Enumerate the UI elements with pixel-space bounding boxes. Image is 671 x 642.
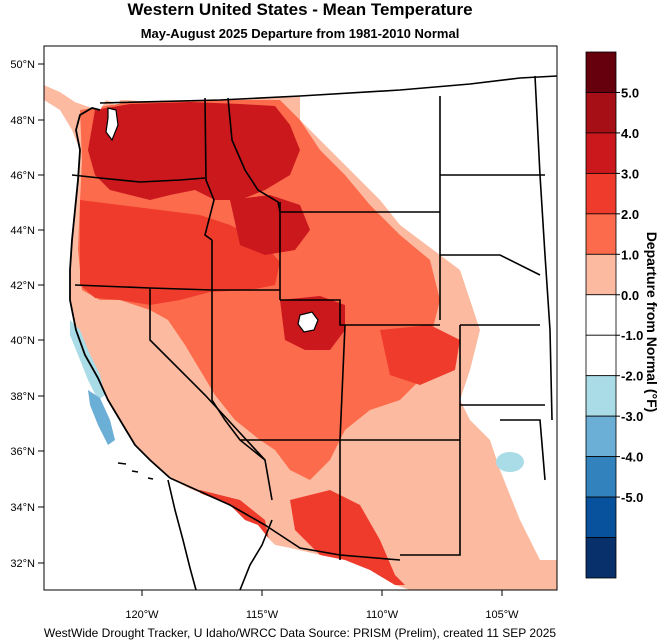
new-mexico-light-region xyxy=(360,415,500,590)
colorbar-swatch xyxy=(585,496,617,538)
colorbar xyxy=(585,51,620,579)
colorbar-label: -5.0 xyxy=(621,490,643,505)
plot-frame xyxy=(43,45,558,591)
colorbar-swatch xyxy=(585,172,617,215)
gulf-of-california-coast xyxy=(239,519,273,590)
colorbar-swatch xyxy=(585,415,617,458)
colorbar-label: 5.0 xyxy=(621,85,639,100)
colorbar-swatch xyxy=(585,253,617,296)
longitude-labels: 120°W 115°W 110°W 105°W xyxy=(125,609,519,621)
baja-coastline xyxy=(167,479,197,590)
latitude-ticks xyxy=(38,63,44,564)
colorbar-label: 1.0 xyxy=(621,247,639,262)
idaho-hot-region xyxy=(230,195,310,255)
latitude-label: 38°N xyxy=(10,391,35,403)
colorbar-swatch xyxy=(585,537,617,579)
arizona-hot-region xyxy=(290,490,405,585)
state-boundaries xyxy=(71,75,557,561)
map-plot-area xyxy=(44,46,557,590)
oregon-hot-region xyxy=(80,200,280,305)
colorbar-swatch xyxy=(585,92,617,134)
colorbar-label: 4.0 xyxy=(621,126,639,141)
channel-islands xyxy=(117,462,154,480)
latitude-label: 40°N xyxy=(10,335,35,347)
colorbar-label: 0.0 xyxy=(621,288,639,303)
longitude-label: 110°W xyxy=(366,609,399,621)
latitude-label: 42°N xyxy=(10,280,35,292)
latitude-label: 36°N xyxy=(10,446,35,458)
colorbar-swatch xyxy=(585,294,617,336)
longitude-label: 115°W xyxy=(246,609,279,621)
colorbar-label: 2.0 xyxy=(621,207,639,222)
colorbar-swatch xyxy=(585,51,617,93)
longitude-label: 105°W xyxy=(485,609,519,621)
longitude-ticks xyxy=(141,590,503,596)
colorbar-label: -2.0 xyxy=(621,369,643,384)
latitude-label: 32°N xyxy=(10,558,35,570)
colorbar-labels: 5.0 4.0 3.0 2.0 1.0 0.0 -1.0 -2.0 -3.0 -4.0 -5.0 xyxy=(621,85,643,505)
colorbar-swatch xyxy=(585,213,617,255)
northwest-hot-region xyxy=(88,102,300,200)
coastline xyxy=(69,107,171,479)
colorbar-label: -1.0 xyxy=(621,328,643,343)
puget-sound xyxy=(105,107,119,142)
colorbar-swatch xyxy=(585,334,617,377)
canada xyxy=(44,46,557,110)
latitude-label: 34°N xyxy=(10,502,35,514)
latitude-labels: 50°N 48°N 46°N 44°N 42°N 40°N 38°N 36°N 34°N 32°N xyxy=(10,59,35,570)
colorbar-label: -3.0 xyxy=(621,409,643,424)
colorbar-swatch xyxy=(585,132,617,174)
footer-credit: WestWide Drought Tracker, U Idaho/WRCC D… xyxy=(43,626,557,640)
colorbar-label: 3.0 xyxy=(621,166,639,181)
colorbar-label: -4.0 xyxy=(621,450,643,465)
colorado-hot-region xyxy=(380,325,460,385)
central-coast-cool-region xyxy=(88,390,115,445)
latitude-label: 50°N xyxy=(10,59,35,71)
longitude-label: 120°W xyxy=(125,609,159,621)
great-salt-lake xyxy=(297,311,319,333)
colorbar-title: Departure from Normal (°F) xyxy=(644,231,660,413)
plains-near-normal xyxy=(300,76,557,560)
map-title: Western United States - Mean Temperature xyxy=(127,0,473,19)
colorbar-swatch xyxy=(585,375,617,417)
map-subtitle: May-August 2025 Departure from 1981-2010… xyxy=(140,26,460,41)
latitude-label: 44°N xyxy=(10,225,35,237)
mexico xyxy=(170,478,410,590)
colorbar-swatch xyxy=(585,456,617,498)
texas-panhandle-cool-region xyxy=(496,452,524,472)
latitude-label: 46°N xyxy=(10,170,35,182)
latitude-label: 48°N xyxy=(10,115,35,127)
